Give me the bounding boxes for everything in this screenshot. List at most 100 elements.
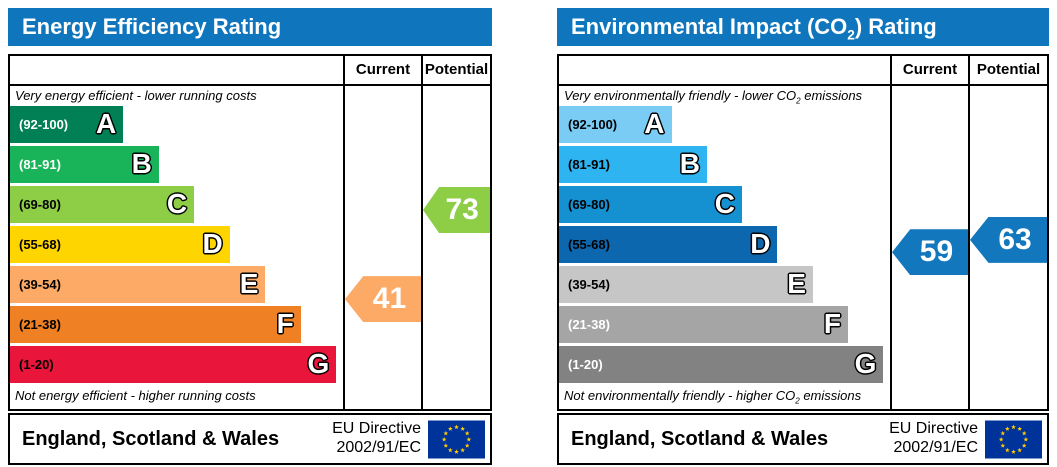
band-letter: G <box>854 347 877 379</box>
band-letter: A <box>644 107 665 139</box>
band-letter: F <box>276 307 294 339</box>
band-letter: D <box>750 227 771 259</box>
band-row: (55-68) D <box>559 226 890 266</box>
band-range-label: (39-54) <box>568 277 610 292</box>
band-row: (81-91) B <box>10 146 343 186</box>
table-body: Very environmentally friendly - lower CO… <box>559 86 1047 409</box>
eu-directive-label: EU Directive 2002/91/EC <box>332 420 421 458</box>
bottom-note: Not energy efficient - higher running co… <box>10 386 343 406</box>
eu-directive-line2: 2002/91/EC <box>893 439 978 456</box>
band-bar-c: (69-80) C <box>10 186 195 223</box>
eu-directive-line1: EU Directive <box>332 420 421 438</box>
band-bar-b: (81-91) B <box>10 146 159 183</box>
potential-rating-arrow: 73 <box>423 186 490 233</box>
current-rating-arrow: 41 <box>345 276 421 323</box>
band-bar-b: (81-91) B <box>559 146 707 183</box>
band-row: (69-80) C <box>10 186 343 226</box>
band-range-label: (92-100) <box>568 117 618 132</box>
band-bar-d: (55-68) D <box>10 226 230 263</box>
band-row: (39-54) E <box>10 266 343 306</box>
top-note: Very energy efficient - lower running co… <box>10 86 343 106</box>
band-scale: Very energy efficient - lower running co… <box>10 86 343 409</box>
band-range-label: (1-20) <box>568 357 603 372</box>
footer: England, Scotland & Wales EU Directive 2… <box>8 413 492 465</box>
top-note-text: Very energy efficient - lower running co… <box>15 88 257 103</box>
panel-title-text-end: ) Rating <box>854 14 937 39</box>
rating-table: Current Potential Very environmentally f… <box>557 54 1049 411</box>
band-range-label: (55-68) <box>19 237 61 252</box>
band-range-label: (69-80) <box>568 197 610 212</box>
region-label: England, Scotland & Wales <box>22 427 280 450</box>
band-letter: B <box>131 147 152 179</box>
table-header-row: Current Potential <box>559 56 1047 86</box>
band-letter: E <box>239 267 259 299</box>
current-column-header: Current <box>890 56 968 84</box>
bottom-note-text: Not energy efficient - higher running co… <box>15 388 256 403</box>
band-bar-a: (92-100) A <box>559 106 672 143</box>
band-row: (21-38) F <box>559 306 890 346</box>
band-letter: G <box>307 347 330 379</box>
band-letter: F <box>823 307 841 339</box>
potential-rating-value: 63 <box>998 222 1032 256</box>
band-range-label: (81-91) <box>19 157 61 172</box>
potential-column: 63 <box>968 86 1047 409</box>
band-bar-d: (55-68) D <box>559 226 778 263</box>
potential-rating-value: 73 <box>445 192 479 226</box>
top-note-text: Very environmentally friendly - lower CO <box>564 88 797 103</box>
band-range-label: (21-38) <box>568 317 610 332</box>
band-bar-e: (39-54) E <box>559 266 813 303</box>
environmental-impact-panel: Environmental Impact (CO2) Rating Curren… <box>557 8 1049 465</box>
band-letter: B <box>679 147 700 179</box>
band-bar-a: (92-100) A <box>10 106 124 143</box>
band-letter: C <box>166 187 188 219</box>
eu-flag-icon <box>985 420 1042 458</box>
eu-flag-icon <box>428 420 485 458</box>
band-header-cell <box>10 56 343 84</box>
band-letter: C <box>714 187 736 219</box>
bottom-note-text: Not environmentally friendly - higher CO <box>564 388 796 403</box>
band-row: (92-100) A <box>10 106 343 146</box>
current-column-header: Current <box>343 56 421 84</box>
band-row: (39-54) E <box>559 266 890 306</box>
band-range-label: (1-20) <box>19 357 54 372</box>
current-column: 59 <box>890 86 968 409</box>
panel-title: Environmental Impact (CO2) Rating <box>557 8 1049 46</box>
table-header-row: Current Potential <box>10 56 490 86</box>
bottom-note: Not environmentally friendly - higher CO… <box>559 386 890 406</box>
eu-directive-label: EU Directive 2002/91/EC <box>889 420 978 458</box>
eu-directive-line2: 2002/91/EC <box>336 439 421 456</box>
panel-title: Energy Efficiency Rating <box>8 8 492 46</box>
top-note: Very environmentally friendly - lower CO… <box>559 86 890 106</box>
potential-column-header: Potential <box>421 56 490 84</box>
band-range-label: (81-91) <box>568 157 610 172</box>
band-bar-f: (21-38) F <box>559 306 848 343</box>
band-bar-f: (21-38) F <box>10 306 301 343</box>
band-letter: E <box>787 267 806 299</box>
energy-efficiency-panel: Energy Efficiency Rating Current Potenti… <box>8 8 492 465</box>
band-range-label: (55-68) <box>568 237 610 252</box>
band-range-label: (92-100) <box>19 117 69 132</box>
band-row: (1-20) G <box>10 346 343 386</box>
table-body: Very energy efficient - lower running co… <box>10 86 490 409</box>
band-row: (55-68) D <box>10 226 343 266</box>
current-rating-value: 59 <box>919 235 954 269</box>
current-column: 41 <box>343 86 421 409</box>
band-row: (92-100) A <box>559 106 890 146</box>
potential-rating-arrow: 63 <box>970 216 1047 263</box>
region-label: England, Scotland & Wales <box>571 427 829 450</box>
band-scale: Very environmentally friendly - lower CO… <box>559 86 890 409</box>
bottom-note-subscript: 2 <box>795 396 800 406</box>
band-range-label: (39-54) <box>19 277 61 292</box>
band-row: (1-20) G <box>559 346 890 386</box>
band-row: (69-80) C <box>559 186 890 226</box>
band-letter: D <box>202 227 223 259</box>
potential-column-header: Potential <box>968 56 1047 84</box>
band-bar-e: (39-54) E <box>10 266 266 303</box>
current-rating-arrow: 59 <box>892 229 968 276</box>
band-header-cell <box>559 56 890 84</box>
potential-column: 73 <box>421 86 490 409</box>
band-range-label: (69-80) <box>19 197 61 212</box>
current-rating-value: 41 <box>372 282 407 316</box>
panel-title-subscript: 2 <box>847 27 855 43</box>
